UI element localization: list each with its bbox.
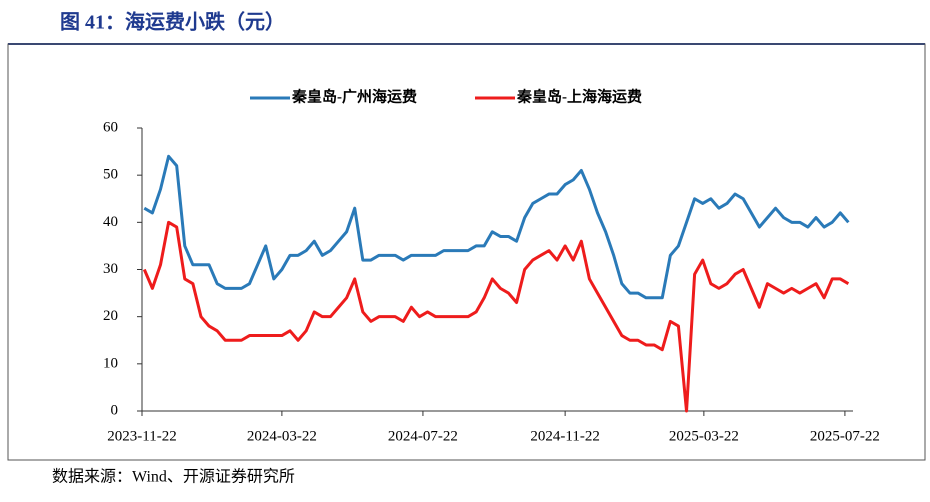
chart-title: 图 41：海运费小跌（元）: [60, 10, 285, 34]
y-tick-label: 20: [103, 308, 118, 324]
legend-label: 秦皇岛-上海海运费: [516, 87, 642, 105]
x-tick-label: 2025-07-22: [810, 428, 880, 444]
series-line: [142, 220, 850, 413]
series-line: [143, 154, 850, 300]
y-tick-label: 0: [111, 402, 119, 418]
x-tick-label: 2024-03-22: [247, 428, 317, 444]
x-tick-label: 2025-03-22: [669, 428, 739, 444]
y-tick-label: 10: [103, 355, 118, 371]
source-note: 数据来源：Wind、开源证券研究所: [52, 468, 295, 486]
y-tick-label: 40: [103, 214, 118, 230]
x-tick-label: 2024-07-22: [388, 428, 458, 444]
y-tick-label: 30: [103, 261, 118, 277]
legend-label: 秦皇岛-广州海运费: [291, 87, 417, 105]
x-tick-label: 2023-11-22: [107, 428, 176, 444]
x-tick-label: 2024-11-22: [530, 428, 599, 444]
y-tick-label: 50: [103, 167, 118, 183]
frame: [7, 43, 926, 461]
y-tick-label: 60: [103, 119, 118, 135]
